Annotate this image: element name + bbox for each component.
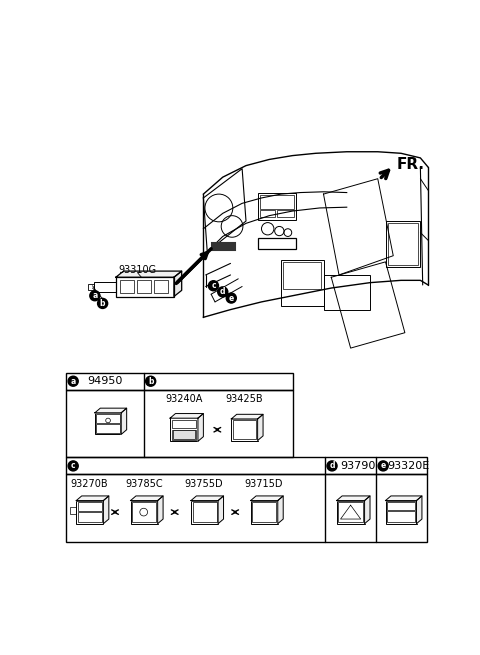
Text: 93320E: 93320E — [388, 461, 430, 471]
Text: d: d — [329, 461, 335, 470]
Polygon shape — [121, 408, 127, 434]
Bar — [172, 420, 196, 428]
Bar — [78, 502, 102, 510]
Bar — [258, 238, 296, 249]
Polygon shape — [174, 271, 181, 297]
Bar — [260, 210, 276, 217]
Text: b: b — [148, 377, 154, 386]
Bar — [338, 502, 363, 522]
Bar — [173, 430, 195, 439]
Polygon shape — [76, 496, 109, 500]
Bar — [95, 413, 121, 434]
Bar — [94, 282, 116, 292]
Bar — [154, 280, 168, 293]
Bar — [251, 500, 278, 523]
Polygon shape — [116, 271, 181, 277]
Circle shape — [208, 281, 218, 291]
Bar — [233, 421, 256, 439]
Text: 93785C: 93785C — [125, 479, 163, 489]
Text: 93270B: 93270B — [71, 479, 108, 489]
Circle shape — [90, 291, 100, 301]
Bar — [172, 430, 196, 440]
Bar — [132, 502, 156, 522]
Text: e: e — [228, 293, 234, 303]
Circle shape — [327, 461, 337, 471]
Bar — [385, 221, 420, 267]
Polygon shape — [417, 496, 422, 523]
Bar — [120, 280, 133, 293]
Bar — [66, 373, 292, 390]
Bar — [116, 277, 174, 297]
Polygon shape — [95, 408, 127, 413]
Bar — [283, 262, 321, 289]
Polygon shape — [204, 169, 246, 252]
Bar — [385, 500, 417, 523]
Circle shape — [97, 299, 108, 309]
Polygon shape — [103, 496, 109, 523]
Circle shape — [68, 461, 78, 471]
Text: d: d — [220, 288, 226, 297]
Bar — [96, 415, 120, 422]
Bar — [70, 507, 76, 514]
Text: c: c — [211, 281, 216, 290]
Polygon shape — [191, 496, 224, 500]
Bar — [387, 512, 415, 522]
Text: 93425B: 93425B — [226, 394, 263, 404]
Text: 93715D: 93715D — [245, 479, 283, 489]
Circle shape — [226, 293, 236, 303]
Polygon shape — [278, 496, 283, 523]
Bar — [260, 195, 294, 209]
Text: FR.: FR. — [396, 157, 424, 172]
Bar — [137, 280, 151, 293]
Text: 94950: 94950 — [87, 376, 122, 386]
Text: 93755D: 93755D — [185, 479, 224, 489]
Polygon shape — [231, 415, 263, 419]
Bar — [78, 512, 102, 522]
Polygon shape — [258, 415, 263, 441]
Bar — [192, 502, 216, 522]
Circle shape — [145, 376, 156, 386]
Bar — [66, 390, 292, 457]
Bar — [170, 418, 198, 441]
Bar — [66, 457, 427, 474]
Text: 93790: 93790 — [340, 461, 375, 471]
Text: c: c — [71, 461, 75, 470]
Polygon shape — [365, 496, 370, 523]
Bar — [88, 284, 94, 290]
Text: a: a — [71, 377, 76, 386]
Bar — [387, 502, 415, 510]
Polygon shape — [385, 496, 422, 500]
Text: 93240A: 93240A — [165, 394, 203, 404]
Circle shape — [68, 376, 78, 386]
Text: a: a — [92, 291, 97, 300]
Bar — [258, 193, 296, 219]
Bar — [212, 244, 235, 250]
Polygon shape — [170, 413, 204, 418]
Polygon shape — [198, 413, 204, 441]
Bar — [96, 424, 120, 433]
Bar — [66, 474, 427, 542]
Bar — [336, 500, 365, 523]
Bar — [324, 275, 370, 310]
Bar — [76, 500, 103, 523]
Text: 93310G: 93310G — [119, 265, 156, 274]
Bar — [191, 500, 218, 523]
Circle shape — [218, 287, 228, 297]
Polygon shape — [131, 496, 163, 500]
Polygon shape — [218, 496, 224, 523]
Bar — [388, 223, 418, 265]
Polygon shape — [336, 496, 370, 500]
Bar — [231, 419, 258, 441]
Polygon shape — [157, 496, 163, 523]
Circle shape — [378, 461, 388, 471]
Bar — [277, 210, 294, 217]
Polygon shape — [251, 496, 283, 500]
Bar — [131, 500, 157, 523]
Text: b: b — [100, 299, 106, 308]
Bar — [281, 259, 324, 306]
Bar — [252, 502, 276, 522]
Text: e: e — [381, 461, 386, 470]
